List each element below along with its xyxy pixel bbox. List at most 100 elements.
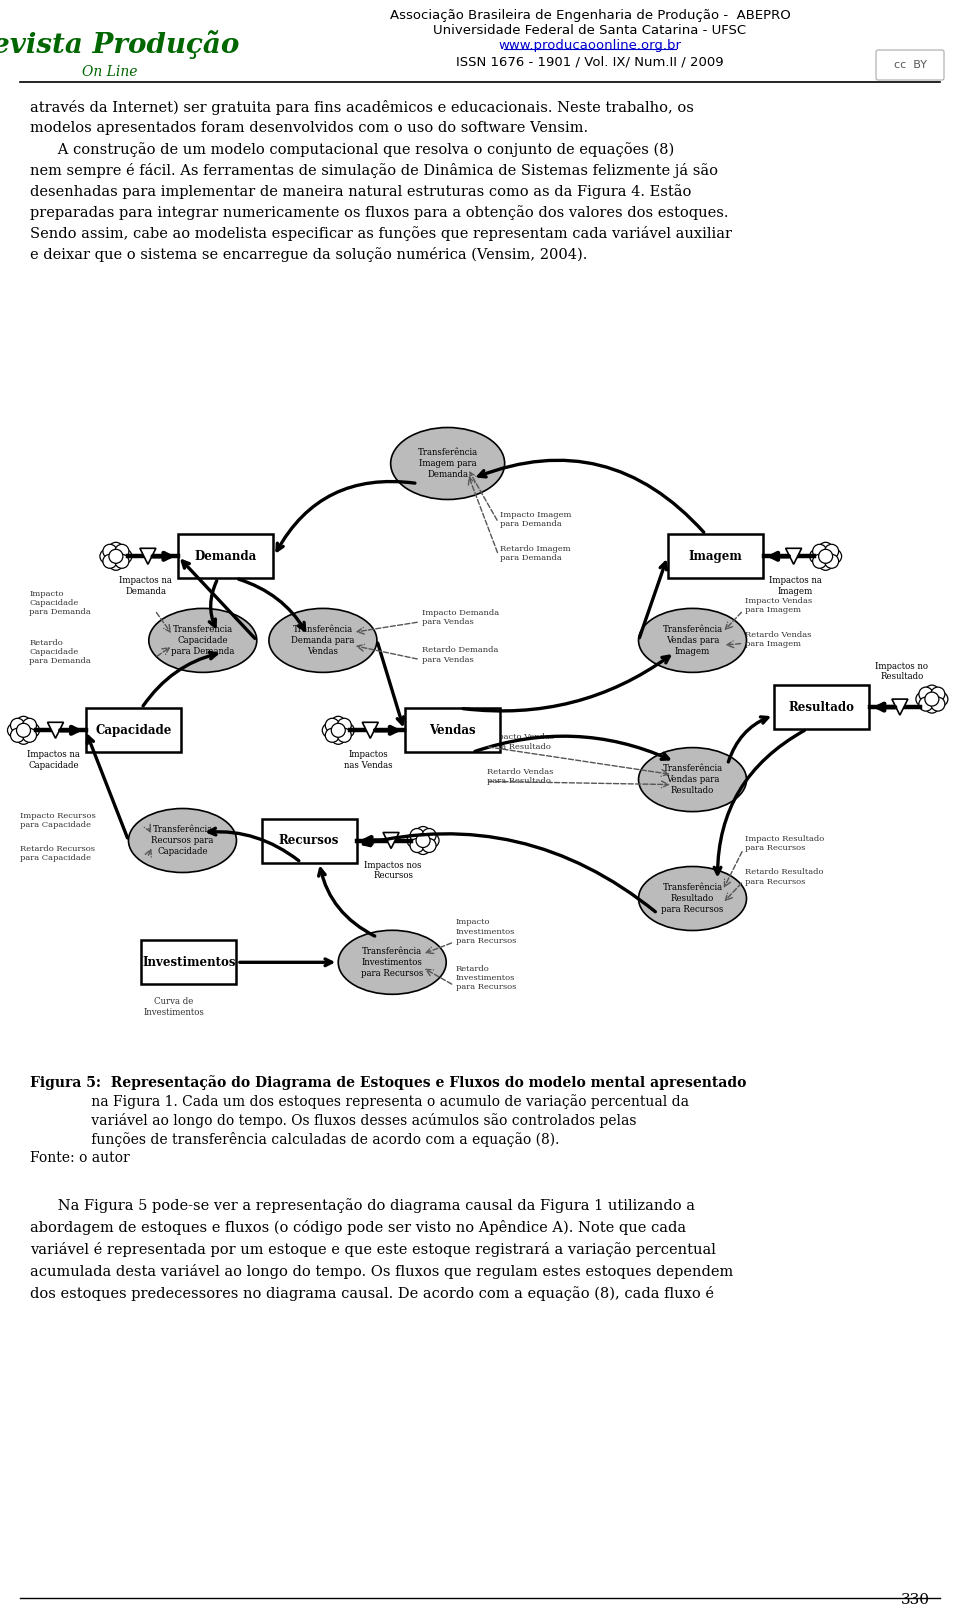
Text: desenhadas para implementar de maneira natural estruturas como as da Figura 4. E: desenhadas para implementar de maneira n… [30, 184, 691, 198]
Text: Impactos na
Demanda: Impactos na Demanda [119, 577, 173, 596]
Circle shape [108, 556, 123, 571]
Text: Universidade Federal de Santa Catarina - UFSC: Universidade Federal de Santa Catarina -… [433, 24, 747, 37]
Polygon shape [140, 548, 156, 564]
Text: Figura 5:  Representação do Diagrama de Estoques e Fluxos do modelo mental apres: Figura 5: Representação do Diagrama de E… [30, 1075, 746, 1090]
Circle shape [115, 545, 129, 558]
Circle shape [11, 719, 25, 732]
Text: Associação Brasileira de Engenharia de Produção -  ABEPRO: Associação Brasileira de Engenharia de P… [390, 10, 790, 23]
Text: www.producaoonline.org.br: www.producaoonline.org.br [498, 40, 682, 53]
Text: Curva de
Investimentos: Curva de Investimentos [143, 998, 204, 1017]
Text: Fonte: o autor: Fonte: o autor [30, 1151, 130, 1165]
Circle shape [108, 550, 123, 563]
Ellipse shape [269, 608, 377, 672]
Circle shape [422, 838, 436, 853]
Circle shape [812, 545, 827, 558]
Ellipse shape [638, 867, 747, 930]
Polygon shape [362, 722, 378, 738]
Circle shape [16, 716, 31, 730]
Text: Transferência
Demanda para
Vendas: Transferência Demanda para Vendas [291, 625, 354, 656]
Polygon shape [47, 722, 63, 738]
Circle shape [115, 555, 129, 569]
FancyBboxPatch shape [179, 534, 274, 579]
Circle shape [931, 687, 945, 701]
Circle shape [22, 719, 36, 732]
Circle shape [416, 827, 430, 840]
Circle shape [331, 730, 346, 745]
Text: Imagem: Imagem [688, 550, 742, 563]
Ellipse shape [391, 427, 505, 500]
Text: Retardo Vendas
para Imagem: Retardo Vendas para Imagem [745, 630, 811, 648]
Text: Retardo
Investimentos
para Recursos: Retardo Investimentos para Recursos [456, 964, 516, 991]
Text: variável é representada por um estoque e que este estoque registrará a variação : variável é representada por um estoque e… [30, 1243, 716, 1257]
Circle shape [916, 692, 930, 706]
Circle shape [924, 685, 939, 700]
Ellipse shape [149, 608, 257, 672]
Circle shape [812, 555, 827, 569]
Text: Impacto Resultado
para Recursos: Impacto Resultado para Recursos [745, 835, 825, 853]
Circle shape [100, 550, 114, 563]
Text: Impacto Demanda
para Vendas: Impacto Demanda para Vendas [421, 609, 499, 625]
Circle shape [331, 724, 346, 737]
Text: Transferência
Capacidade
para Demanda: Transferência Capacidade para Demanda [171, 625, 234, 656]
Text: Impactos na
Imagem: Impactos na Imagem [769, 577, 822, 596]
Text: A construção de um modelo computacional que resolva o conjunto de equações (8): A construção de um modelo computacional … [30, 142, 674, 156]
Text: Impacto Recursos
para Capacidade: Impacto Recursos para Capacidade [20, 811, 96, 829]
Text: Impactos
nas Vendas: Impactos nas Vendas [344, 750, 393, 769]
Text: Impactos na
Capacidade: Impactos na Capacidade [27, 750, 80, 769]
Text: On Line: On Line [83, 64, 137, 79]
Text: Impacto Imagem
para Demanda: Impacto Imagem para Demanda [500, 511, 572, 529]
Circle shape [809, 550, 824, 563]
FancyBboxPatch shape [86, 708, 181, 753]
Circle shape [8, 724, 21, 737]
Circle shape [825, 555, 839, 569]
Text: Recursos: Recursos [278, 833, 339, 846]
Text: Retardo Resultado
para Recursos: Retardo Resultado para Recursos [745, 869, 824, 885]
Text: Retardo Recursos
para Capacidade: Retardo Recursos para Capacidade [20, 845, 95, 862]
Text: Impactos no
Resultado: Impactos no Resultado [876, 661, 928, 682]
Circle shape [103, 555, 117, 569]
Text: através da Internet) ser gratuita para fins acadêmicos e educacionais. Neste tra: através da Internet) ser gratuita para f… [30, 100, 694, 114]
Text: Investimentos: Investimentos [142, 956, 236, 969]
Circle shape [924, 692, 939, 706]
Circle shape [828, 550, 842, 563]
FancyBboxPatch shape [876, 50, 944, 81]
Circle shape [11, 729, 25, 742]
Circle shape [425, 833, 439, 848]
Circle shape [416, 840, 430, 854]
Circle shape [16, 724, 31, 737]
Text: Impacto Vendas
para Resultado: Impacto Vendas para Resultado [488, 733, 555, 751]
FancyBboxPatch shape [775, 685, 870, 729]
Text: Retardo
Capacidade
para Demanda: Retardo Capacidade para Demanda [29, 638, 91, 666]
Text: nem sempre é fácil. As ferramentas de simulação de Dinâmica de Sistemas felizmen: nem sempre é fácil. As ferramentas de si… [30, 163, 718, 177]
Ellipse shape [338, 930, 446, 995]
Text: na Figura 1. Cada um dos estoques representa o acumulo de variação percentual da: na Figura 1. Cada um dos estoques repres… [30, 1095, 689, 1109]
Circle shape [340, 724, 354, 737]
Circle shape [22, 729, 36, 742]
Text: dos estoques predecessores no diagrama causal. De acordo com a equação (8), cada: dos estoques predecessores no diagrama c… [30, 1286, 714, 1301]
FancyBboxPatch shape [261, 819, 356, 862]
Circle shape [26, 724, 39, 737]
Circle shape [931, 696, 945, 711]
Ellipse shape [638, 608, 747, 672]
Text: cc  BY: cc BY [894, 60, 926, 69]
Text: e deixar que o sistema se encarregue da solução numérica (Vensim, 2004).: e deixar que o sistema se encarregue da … [30, 247, 588, 263]
FancyBboxPatch shape [405, 708, 500, 753]
Circle shape [416, 833, 430, 848]
Text: acumulada desta variável ao longo do tempo. Os fluxos que regulam estes estoques: acumulada desta variável ao longo do tem… [30, 1264, 733, 1280]
Text: funções de transferência calculadas de acordo com a equação (8).: funções de transferência calculadas de a… [30, 1132, 560, 1148]
Text: Impacto Vendas
para Imagem: Impacto Vendas para Imagem [745, 596, 812, 614]
Text: Transferência
Vendas para
Imagem: Transferência Vendas para Imagem [662, 625, 723, 656]
Text: Transferência
Recursos para
Capacidade: Transferência Recursos para Capacidade [152, 825, 214, 856]
FancyBboxPatch shape [668, 534, 763, 579]
Ellipse shape [129, 809, 236, 872]
Circle shape [407, 833, 421, 848]
Text: Retardo Demanda
para Vendas: Retardo Demanda para Vendas [421, 646, 498, 664]
Text: preparadas para integrar numericamente os fluxos para a obtenção dos valores dos: preparadas para integrar numericamente o… [30, 205, 729, 219]
Circle shape [108, 542, 123, 556]
Text: modelos apresentados foram desenvolvidos com o uso do software Vensim.: modelos apresentados foram desenvolvidos… [30, 121, 588, 135]
Text: Revista Produção: Revista Produção [0, 31, 240, 60]
Text: Vendas: Vendas [429, 724, 475, 737]
Circle shape [410, 838, 424, 853]
FancyBboxPatch shape [141, 940, 236, 985]
Text: variável ao longo do tempo. Os fluxos desses acúmulos são controlados pelas: variável ao longo do tempo. Os fluxos de… [30, 1114, 636, 1128]
